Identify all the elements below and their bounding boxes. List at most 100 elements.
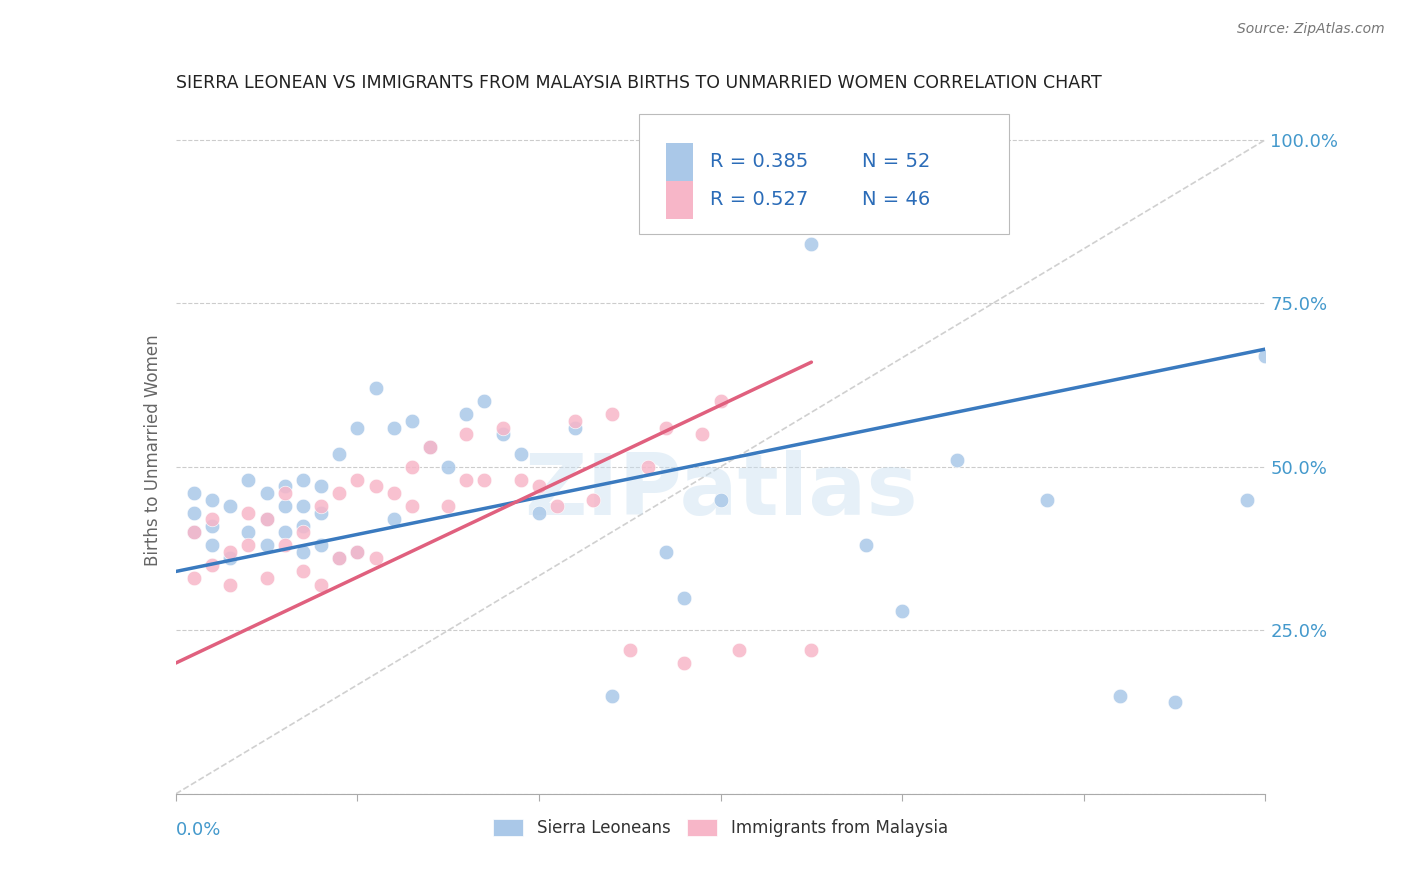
Point bbox=[655, 420, 678, 434]
Point bbox=[291, 545, 314, 559]
Point bbox=[201, 538, 224, 552]
Point bbox=[1254, 349, 1277, 363]
Point bbox=[800, 237, 823, 252]
Point bbox=[183, 571, 205, 585]
Point bbox=[219, 577, 242, 591]
Point bbox=[582, 492, 605, 507]
Point bbox=[309, 479, 332, 493]
Point bbox=[745, 145, 768, 160]
Point bbox=[328, 486, 350, 500]
Point bbox=[564, 420, 586, 434]
Point bbox=[201, 518, 224, 533]
Point bbox=[509, 473, 531, 487]
Point bbox=[1036, 492, 1059, 507]
Point bbox=[256, 512, 278, 526]
Point bbox=[437, 499, 460, 513]
Point bbox=[274, 479, 297, 493]
Point bbox=[527, 506, 550, 520]
Point bbox=[274, 538, 297, 552]
Text: SIERRA LEONEAN VS IMMIGRANTS FROM MALAYSIA BIRTHS TO UNMARRIED WOMEN CORRELATION: SIERRA LEONEAN VS IMMIGRANTS FROM MALAYS… bbox=[176, 74, 1101, 92]
Point bbox=[183, 525, 205, 540]
Point bbox=[291, 473, 314, 487]
Point bbox=[419, 440, 441, 454]
Point bbox=[238, 525, 260, 540]
Point bbox=[256, 512, 278, 526]
Point bbox=[600, 689, 623, 703]
Text: R = 0.385: R = 0.385 bbox=[710, 153, 808, 171]
Point bbox=[201, 492, 224, 507]
Point bbox=[364, 479, 387, 493]
Text: R = 0.527: R = 0.527 bbox=[710, 190, 808, 210]
Point bbox=[673, 591, 696, 605]
Point bbox=[382, 420, 405, 434]
Point bbox=[219, 545, 242, 559]
Point bbox=[401, 414, 423, 428]
Point bbox=[673, 656, 696, 670]
Y-axis label: Births to Unmarried Women: Births to Unmarried Women bbox=[143, 334, 162, 566]
Point bbox=[291, 525, 314, 540]
Legend: Sierra Leoneans, Immigrants from Malaysia: Sierra Leoneans, Immigrants from Malaysi… bbox=[486, 813, 955, 844]
Point bbox=[1163, 695, 1185, 709]
Point bbox=[309, 538, 332, 552]
Point bbox=[456, 408, 478, 422]
Point bbox=[1109, 689, 1132, 703]
Point bbox=[692, 427, 714, 442]
Point bbox=[346, 545, 368, 559]
Point bbox=[346, 420, 368, 434]
Point bbox=[346, 473, 368, 487]
Point bbox=[637, 459, 659, 474]
Point bbox=[600, 408, 623, 422]
Point bbox=[201, 558, 224, 572]
Point bbox=[527, 479, 550, 493]
FancyBboxPatch shape bbox=[638, 114, 1010, 234]
Point bbox=[382, 512, 405, 526]
Point bbox=[619, 643, 641, 657]
Point bbox=[437, 459, 460, 474]
FancyBboxPatch shape bbox=[666, 181, 693, 219]
Point bbox=[238, 538, 260, 552]
Point bbox=[710, 492, 733, 507]
Point bbox=[291, 499, 314, 513]
Point bbox=[419, 440, 441, 454]
Point bbox=[291, 518, 314, 533]
Point bbox=[364, 551, 387, 566]
Point bbox=[855, 538, 877, 552]
Point bbox=[945, 453, 967, 467]
Point bbox=[256, 571, 278, 585]
Point bbox=[382, 486, 405, 500]
Point bbox=[274, 525, 297, 540]
Point bbox=[238, 473, 260, 487]
Point bbox=[238, 506, 260, 520]
Point bbox=[256, 538, 278, 552]
Point bbox=[328, 551, 350, 566]
FancyBboxPatch shape bbox=[666, 143, 693, 181]
Point bbox=[727, 643, 749, 657]
Point bbox=[401, 459, 423, 474]
Point bbox=[309, 499, 332, 513]
Point bbox=[309, 577, 332, 591]
Point bbox=[346, 545, 368, 559]
Point bbox=[474, 473, 496, 487]
Text: Source: ZipAtlas.com: Source: ZipAtlas.com bbox=[1237, 22, 1385, 37]
Point bbox=[564, 414, 586, 428]
Point bbox=[274, 499, 297, 513]
Text: 0.0%: 0.0% bbox=[176, 822, 221, 839]
Point bbox=[492, 420, 515, 434]
Point bbox=[201, 512, 224, 526]
Point bbox=[710, 394, 733, 409]
Point bbox=[456, 473, 478, 487]
Point bbox=[509, 447, 531, 461]
Text: N = 46: N = 46 bbox=[862, 190, 931, 210]
Point bbox=[183, 486, 205, 500]
Point bbox=[309, 506, 332, 520]
Point bbox=[256, 486, 278, 500]
Point bbox=[274, 486, 297, 500]
Point bbox=[800, 643, 823, 657]
Point bbox=[492, 427, 515, 442]
Point bbox=[183, 525, 205, 540]
Point bbox=[546, 499, 568, 513]
Point bbox=[1236, 492, 1258, 507]
Text: N = 52: N = 52 bbox=[862, 153, 931, 171]
Point bbox=[291, 565, 314, 579]
Point bbox=[328, 551, 350, 566]
